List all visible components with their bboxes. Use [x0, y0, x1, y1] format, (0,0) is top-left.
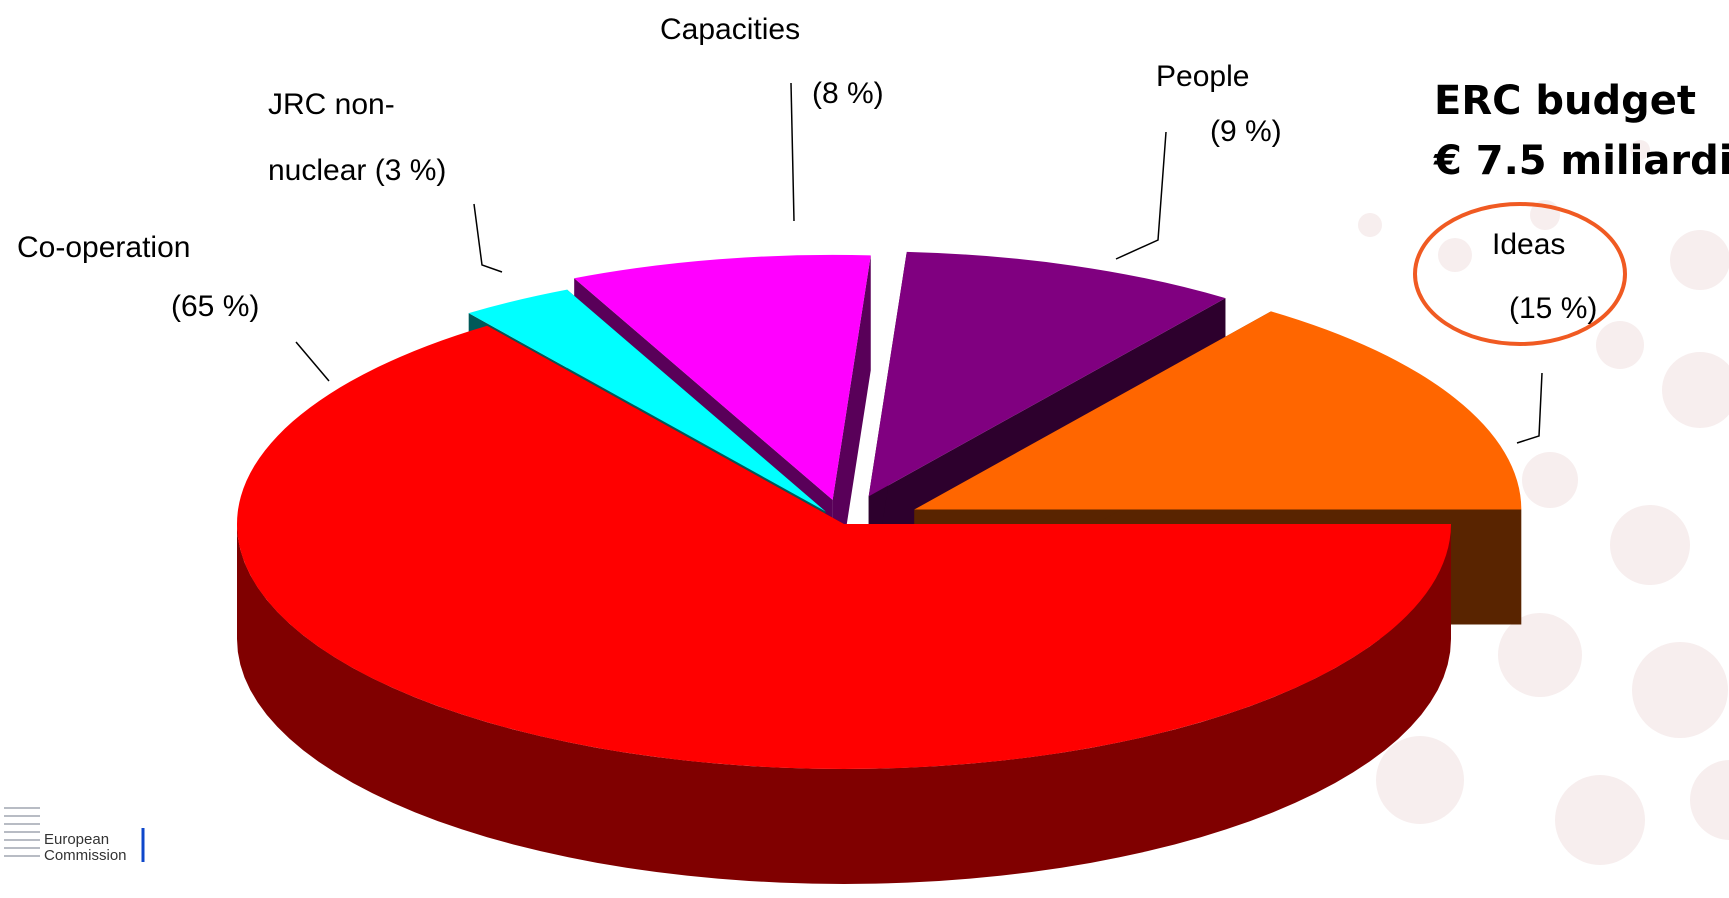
category-label: People	[1156, 60, 1250, 93]
highlight-ring	[1413, 202, 1627, 346]
logo-icon	[4, 807, 40, 857]
slice	[868, 251, 1226, 497]
value-label: (15 %)	[1509, 292, 1598, 325]
slice	[574, 254, 871, 500]
value-label: (8 %)	[812, 77, 884, 110]
subtitle: € 7.5 miliardi	[1434, 138, 1729, 184]
value-label: (65 %)	[171, 290, 260, 323]
title: ERC budget	[1434, 78, 1697, 124]
category-label: Ideas	[1492, 228, 1566, 261]
logo-text: European Commission	[44, 831, 127, 864]
background-dots	[1358, 140, 1729, 865]
slice	[914, 311, 1522, 510]
slice	[236, 325, 1452, 769]
slice-label: JRC non-nuclear (3 %)	[268, 72, 478, 204]
slice	[468, 289, 826, 512]
leader-lines	[295, 82, 1543, 444]
category-label: Capacities	[660, 13, 801, 46]
pie	[236, 251, 1522, 884]
slice-wall	[237, 524, 1451, 884]
category-label: Co-operation	[17, 231, 191, 264]
value-label: (9 %)	[1210, 115, 1282, 148]
category-label: JRC non-nuclear	[268, 88, 395, 187]
value-label: (3 %)	[374, 154, 447, 187]
